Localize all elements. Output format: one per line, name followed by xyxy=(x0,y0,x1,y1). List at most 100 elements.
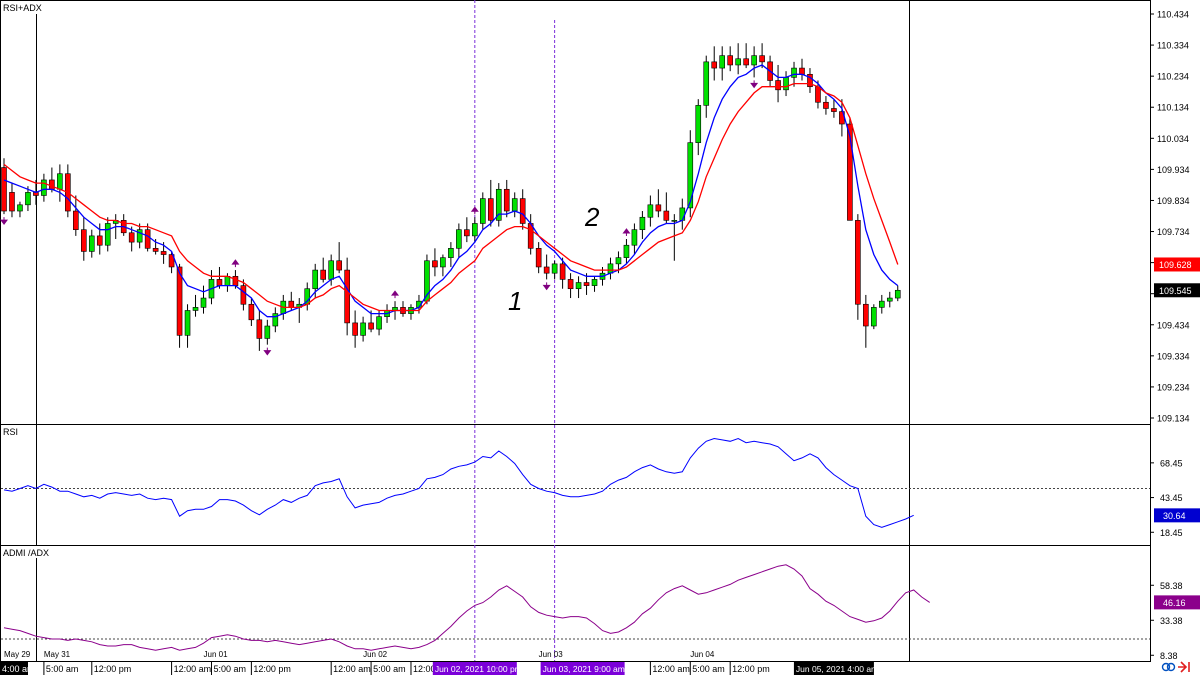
sell-arrow-icon xyxy=(263,347,272,356)
bear-candle xyxy=(344,269,350,324)
date-label: Jun 03 xyxy=(539,650,564,659)
rsi-tick-label: 18.45 xyxy=(1160,528,1183,538)
arrow-right-icon[interactable] xyxy=(1178,661,1190,673)
link-icon[interactable] xyxy=(1161,662,1176,672)
bull-candle xyxy=(136,229,143,243)
bear-candle xyxy=(831,108,837,112)
price-tick-label: 109.934 xyxy=(1157,165,1190,175)
bear-candle xyxy=(81,229,87,252)
rsi-panel-label: RSI xyxy=(3,427,18,437)
bear-candle xyxy=(240,285,247,305)
bear-candle xyxy=(519,198,526,224)
price-label-box xyxy=(1154,257,1200,272)
bull-candle xyxy=(647,204,654,218)
bull-candle xyxy=(200,297,207,308)
bull-candle xyxy=(360,322,366,336)
main-panel-label: RSI+ADX xyxy=(3,3,42,13)
bear-candle xyxy=(799,67,805,75)
bull-candle xyxy=(886,297,893,302)
bull-candle xyxy=(631,229,638,246)
bear-candle xyxy=(543,266,550,274)
price-tick-label: 110.034 xyxy=(1157,134,1189,144)
rsi-tick-label: 68.45 xyxy=(1160,458,1183,468)
bull-candle xyxy=(783,77,789,91)
bull-candle xyxy=(871,307,877,327)
bear-candle xyxy=(823,101,829,109)
bull-candle xyxy=(511,198,518,212)
bull-candle xyxy=(184,310,191,336)
bull-candle xyxy=(440,257,446,268)
time-label: 12:00 am xyxy=(174,664,212,674)
bull-candle xyxy=(671,220,678,222)
crosshair-time-label: Jun 05, 2021 4:00 am xyxy=(796,664,878,674)
bear-candle xyxy=(352,322,358,336)
bear-candle xyxy=(1,167,7,212)
adx-panel-frame xyxy=(0,545,1151,662)
ema-fast-line xyxy=(3,64,899,318)
bull-candle xyxy=(17,204,23,212)
rsi-value-box xyxy=(1154,508,1200,523)
price-label-value: 109.545 xyxy=(1159,286,1192,296)
price-tick-label: 109.834 xyxy=(1157,196,1190,206)
bear-candle xyxy=(152,248,159,252)
date-label: Jun 01 xyxy=(204,650,229,659)
bull-candle xyxy=(703,61,710,106)
bear-candle xyxy=(9,192,15,212)
bear-candle xyxy=(73,210,79,230)
sell-arrow-icon xyxy=(0,217,8,225)
buy-arrow-icon xyxy=(622,228,631,236)
bear-candle xyxy=(583,282,590,286)
ema-slow-line xyxy=(3,82,899,312)
bear-candle xyxy=(49,179,55,190)
adx-tick-label: 33.38 xyxy=(1160,616,1183,626)
bull-candle xyxy=(192,307,199,311)
price-tick-label: 109.334 xyxy=(1157,351,1190,361)
bear-candle xyxy=(663,210,670,221)
bear-candle xyxy=(711,61,718,69)
bear-candle xyxy=(759,55,765,63)
bull-candle xyxy=(57,173,63,190)
bear-candle xyxy=(727,55,733,66)
price-tick-label: 109.734 xyxy=(1157,227,1190,237)
bear-candle xyxy=(567,279,574,290)
bull-candle xyxy=(88,235,95,252)
time-label: 5:00 am xyxy=(213,664,246,674)
annotation-1: 1 xyxy=(508,286,522,316)
date-label: May 31 xyxy=(44,650,71,659)
time-label: 5:00 am xyxy=(46,664,79,674)
time-label: 12:00 pm xyxy=(413,664,451,674)
price-label-value: 109.628 xyxy=(1159,260,1192,270)
bull-candle xyxy=(623,244,630,258)
bear-candle xyxy=(655,204,662,212)
bull-candle xyxy=(575,282,582,290)
price-tick-label: 109.234 xyxy=(1157,382,1190,392)
bull-candle xyxy=(264,325,271,339)
bull-candle xyxy=(719,55,726,69)
bear-candle xyxy=(96,235,103,246)
time-label: 12:00 pm xyxy=(253,664,291,674)
price-tick-label: 110.434 xyxy=(1157,10,1189,20)
bull-candle xyxy=(328,260,334,280)
adx-tick-label: 58.38 xyxy=(1160,581,1183,591)
rsi-panel: 68.45 43.45 18.45 30.64 xyxy=(1,437,1200,538)
rsi-line xyxy=(3,437,914,528)
bear-candle xyxy=(256,319,263,339)
adx-value-box xyxy=(1154,595,1200,610)
crosshair-time-box xyxy=(432,662,517,675)
bear-candle xyxy=(232,275,239,286)
bear-candle xyxy=(128,232,135,243)
crosshair-time-box xyxy=(793,662,874,675)
sell-arrow-icon xyxy=(542,282,551,291)
bear-candle xyxy=(743,58,749,66)
bear-candle xyxy=(815,86,821,103)
bull-candle xyxy=(495,188,502,221)
bull-candle xyxy=(272,313,279,327)
bull-candle xyxy=(607,263,614,274)
bear-candle xyxy=(144,229,151,249)
price-tick-label: 109.134 xyxy=(1157,414,1190,424)
bull-candle xyxy=(551,263,558,274)
buy-arrow-icon xyxy=(391,290,400,299)
date-label: Jun 02 xyxy=(363,650,388,659)
